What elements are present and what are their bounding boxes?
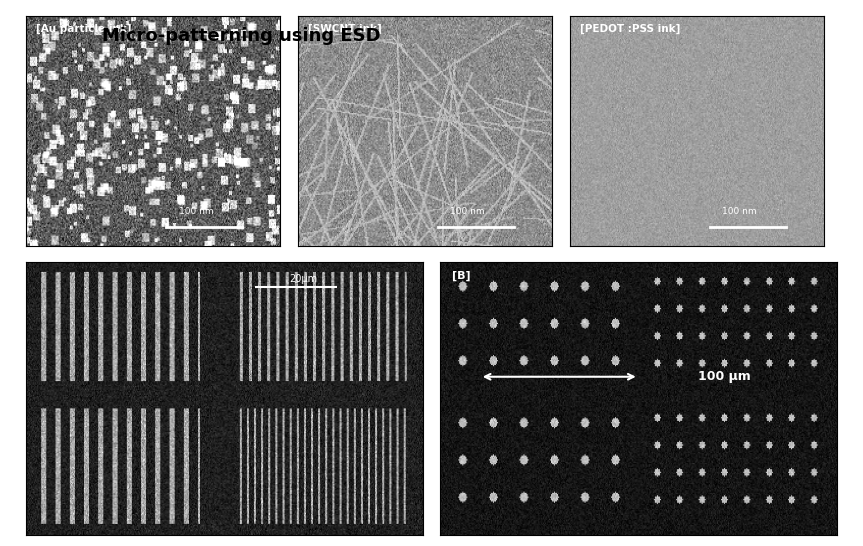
- Text: 100 nm: 100 nm: [179, 207, 213, 216]
- Text: [Au particle ink]: [Au particle ink]: [36, 23, 131, 33]
- Text: 100 μm: 100 μm: [698, 370, 751, 383]
- Text: Micro-patterning using ESD: Micro-patterning using ESD: [103, 27, 381, 45]
- Text: [B]: [B]: [452, 270, 470, 281]
- Text: [SWCNT ink]: [SWCNT ink]: [308, 23, 381, 33]
- Text: 100 nm: 100 nm: [450, 207, 485, 216]
- Text: [PEDOT :PSS ink]: [PEDOT :PSS ink]: [580, 23, 680, 33]
- Text: 100 nm: 100 nm: [722, 207, 757, 216]
- Text: 20μm: 20μm: [290, 274, 318, 284]
